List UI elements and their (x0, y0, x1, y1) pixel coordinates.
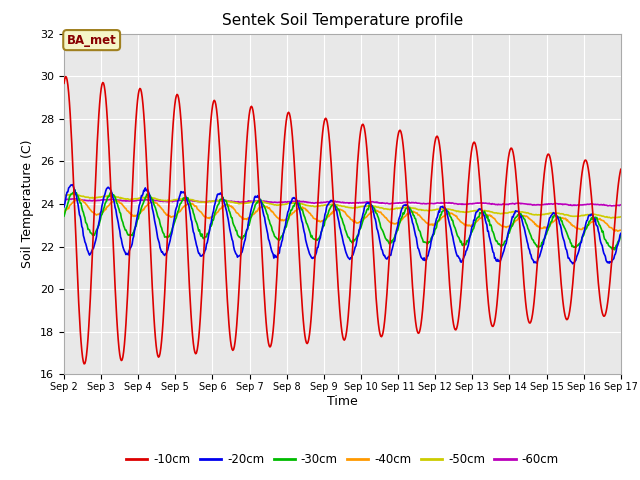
-60cm (428, 201, 435, 206)
-30cm (128, 233, 136, 239)
-10cm (80, 361, 88, 367)
-60cm (607, 203, 615, 209)
-50cm (214, 198, 222, 204)
Line: -50cm: -50cm (64, 194, 621, 218)
-20cm (411, 229, 419, 235)
-20cm (617, 230, 625, 236)
Title: Sentek Soil Temperature profile: Sentek Soil Temperature profile (222, 13, 463, 28)
-60cm (60, 197, 68, 203)
-50cm (60, 193, 68, 199)
-40cm (428, 221, 435, 227)
-30cm (70, 190, 78, 195)
-20cm (214, 191, 222, 197)
-60cm (70, 196, 78, 202)
-50cm (428, 207, 435, 213)
-40cm (185, 201, 193, 206)
-30cm (60, 213, 68, 219)
-60cm (214, 198, 222, 204)
-40cm (128, 213, 136, 219)
-10cm (215, 133, 223, 139)
-50cm (607, 215, 615, 221)
-60cm (128, 198, 136, 204)
-50cm (128, 196, 136, 202)
Line: -40cm: -40cm (64, 199, 621, 231)
-10cm (129, 173, 137, 179)
-20cm (71, 188, 79, 193)
-50cm (185, 196, 193, 202)
-40cm (76, 196, 83, 202)
-20cm (68, 182, 76, 188)
-10cm (428, 168, 436, 174)
Line: -20cm: -20cm (64, 185, 621, 264)
-40cm (614, 228, 621, 234)
Line: -10cm: -10cm (64, 77, 621, 364)
-50cm (71, 192, 79, 197)
-20cm (128, 241, 136, 247)
-30cm (185, 198, 193, 204)
-10cm (71, 211, 79, 217)
-20cm (428, 239, 435, 244)
-60cm (185, 197, 193, 203)
-30cm (611, 247, 618, 252)
-20cm (185, 202, 193, 208)
-50cm (411, 205, 419, 211)
-10cm (412, 319, 419, 324)
Line: -60cm: -60cm (64, 199, 621, 206)
-20cm (569, 261, 577, 267)
-40cm (60, 209, 68, 215)
Y-axis label: Soil Temperature (C): Soil Temperature (C) (22, 140, 35, 268)
Legend: -10cm, -20cm, -30cm, -40cm, -50cm, -60cm: -10cm, -20cm, -30cm, -40cm, -50cm, -60cm (122, 448, 563, 471)
-10cm (186, 285, 193, 290)
-30cm (428, 235, 435, 241)
-40cm (411, 209, 419, 215)
Line: -30cm: -30cm (64, 190, 621, 250)
-30cm (214, 202, 222, 207)
X-axis label: Time: Time (327, 395, 358, 408)
-40cm (617, 228, 625, 233)
-10cm (61, 74, 69, 80)
-40cm (214, 209, 222, 215)
-10cm (60, 81, 68, 86)
-20cm (60, 204, 68, 210)
-30cm (411, 216, 419, 221)
-40cm (70, 198, 78, 204)
-50cm (617, 214, 625, 220)
-30cm (617, 232, 625, 238)
-30cm (71, 187, 79, 192)
-50cm (68, 191, 76, 197)
-60cm (617, 202, 625, 208)
-10cm (617, 167, 625, 172)
-60cm (411, 200, 419, 206)
Text: BA_met: BA_met (67, 34, 116, 47)
-60cm (71, 196, 79, 202)
